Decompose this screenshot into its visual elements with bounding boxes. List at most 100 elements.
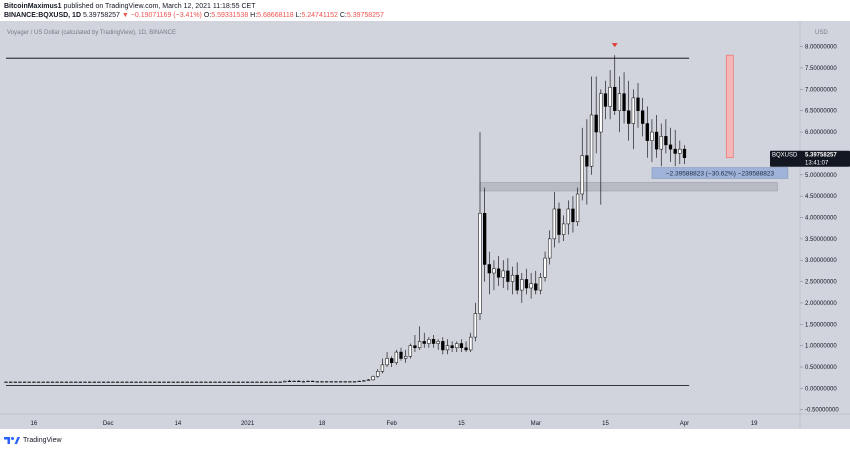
- candle: [483, 187, 487, 282]
- publish-line: BitcoinMaximus1 published on TradingView…: [4, 2, 844, 11]
- candle-body: [408, 345, 412, 357]
- candle-body: [157, 381, 161, 383]
- candle: [190, 381, 194, 383]
- tradingview-brand[interactable]: TradingView: [23, 436, 62, 444]
- candle-body: [496, 268, 501, 278]
- candle-body: [9, 381, 13, 383]
- candle: [543, 251, 547, 282]
- candle-body: [436, 341, 440, 344]
- candle-body: [617, 93, 622, 111]
- candle: [241, 381, 245, 383]
- candle: [36, 381, 41, 383]
- currency-label: USD: [815, 30, 828, 36]
- candle-body: [510, 274, 515, 282]
- publish-info: published on TradingView.com, March 12, …: [63, 3, 256, 10]
- candle-body: [264, 381, 268, 383]
- candle: [222, 381, 227, 383]
- candle-body: [143, 381, 148, 383]
- support-zone[interactable]: [479, 182, 778, 192]
- candle: [301, 380, 306, 383]
- candle: [459, 339, 464, 353]
- candle: [422, 332, 426, 348]
- price-tick-label: -0.50000000: [805, 408, 839, 414]
- candle: [162, 381, 166, 383]
- candle: [496, 255, 501, 286]
- candle: [585, 119, 589, 205]
- measure-label: −2.39588823 (−30.62%) −239588823: [666, 171, 775, 178]
- price-tick-label: 0.50000000: [805, 365, 837, 371]
- candle-body: [111, 381, 115, 383]
- candle-body: [311, 380, 315, 382]
- price-chart[interactable]: Voyager / US Dollar (calculated by Tradi…: [0, 21, 850, 429]
- candle-body: [459, 343, 464, 349]
- candle-body: [306, 380, 310, 382]
- author-name[interactable]: BitcoinMaximus1: [4, 3, 62, 10]
- candle: [510, 266, 515, 295]
- candle: [668, 127, 673, 162]
- candle: [492, 260, 496, 291]
- candle-body: [4, 381, 8, 383]
- candle-body: [343, 381, 347, 383]
- candle-body: [292, 380, 296, 382]
- measure-range-box[interactable]: [725, 54, 734, 159]
- candle: [608, 70, 612, 120]
- candle-body: [654, 131, 659, 150]
- candle: [594, 76, 598, 154]
- candle-body: [167, 381, 171, 383]
- candle: [306, 380, 310, 382]
- candle: [115, 381, 120, 383]
- candle-body: [603, 93, 608, 107]
- candle: [408, 343, 412, 359]
- candle: [385, 352, 389, 368]
- candle-body: [566, 208, 570, 225]
- candle-body: [41, 381, 45, 383]
- measure-label-box[interactable]: [651, 167, 789, 179]
- candle-body: [464, 347, 468, 351]
- close-value: 5.39758257: [346, 12, 384, 19]
- candle: [255, 381, 259, 383]
- candle: [348, 381, 352, 383]
- candle-body: [22, 381, 27, 383]
- candle-body: [478, 212, 482, 314]
- candle: [134, 381, 138, 383]
- candle-body: [283, 380, 287, 383]
- candle-body: [176, 381, 180, 383]
- candle-body: [385, 358, 389, 366]
- candle-body: [241, 381, 245, 383]
- price-axis[interactable]: [800, 21, 850, 429]
- candle-body: [171, 381, 175, 383]
- candle-body: [608, 86, 612, 107]
- candle: [97, 381, 101, 383]
- candle-body: [269, 381, 273, 383]
- tradingview-logo-icon[interactable]: [4, 436, 20, 445]
- price-tick-label: 7.00000000: [805, 87, 837, 93]
- chart-header: BitcoinMaximus1 published on TradingView…: [4, 2, 844, 20]
- candle: [22, 381, 27, 383]
- price-tick-label: 7.50000000: [805, 66, 837, 72]
- price-tick-label: 6.00000000: [805, 130, 837, 136]
- candle-body: [88, 381, 92, 383]
- candle: [311, 380, 315, 382]
- candle: [436, 339, 440, 350]
- plot-area[interactable]: [0, 21, 800, 429]
- candle: [246, 381, 250, 383]
- candle-body: [585, 155, 589, 167]
- candle-body: [622, 93, 626, 111]
- candle-body: [371, 376, 375, 381]
- candle: [325, 381, 329, 383]
- candle-body: [682, 148, 687, 158]
- candle: [32, 381, 36, 383]
- candle-body: [487, 264, 491, 274]
- candle-body: [627, 110, 631, 124]
- candle: [264, 381, 268, 383]
- candle: [515, 262, 519, 295]
- candle-body: [139, 381, 143, 383]
- candle-body: [473, 313, 477, 338]
- candle-body: [552, 208, 556, 240]
- candle: [548, 230, 552, 265]
- candle-body: [441, 341, 445, 351]
- candle: [645, 106, 649, 158]
- candle-body: [613, 86, 617, 111]
- candle: [269, 381, 273, 383]
- candle-body: [315, 381, 319, 383]
